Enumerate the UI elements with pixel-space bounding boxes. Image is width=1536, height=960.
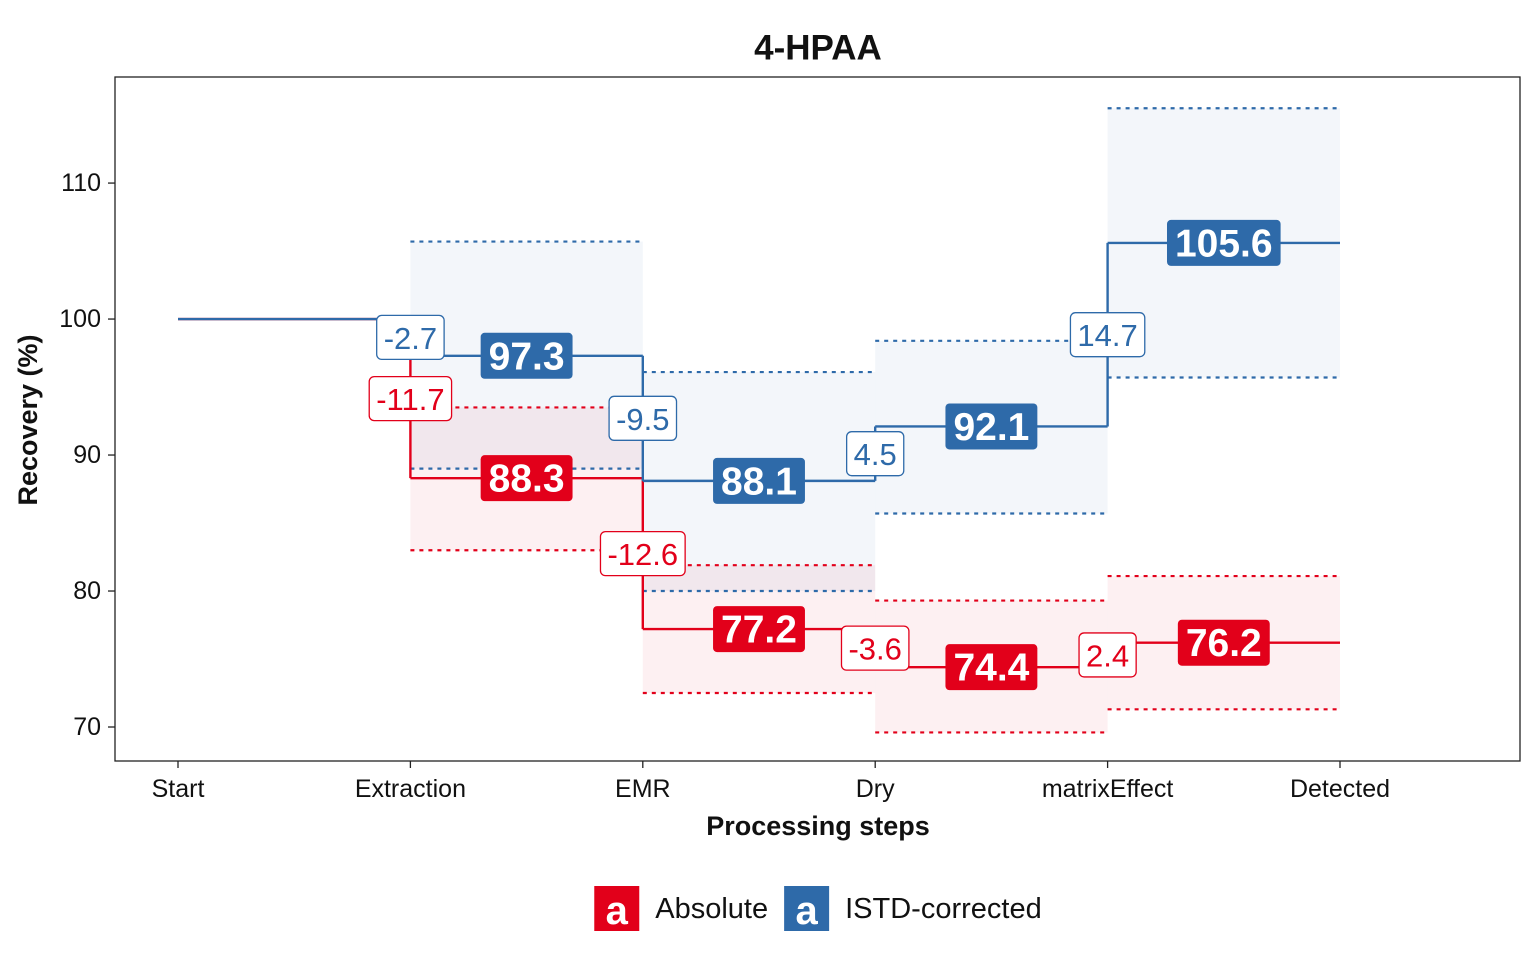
value-label: 74.4 xyxy=(945,644,1038,691)
value-label-text: 77.2 xyxy=(721,609,797,652)
x-tick-label: Detected xyxy=(1290,775,1390,803)
change-label: -9.5 xyxy=(608,395,678,441)
change-label-text: -11.7 xyxy=(376,382,444,417)
legend-key xyxy=(594,886,640,931)
change-label: 2.4 xyxy=(1078,632,1137,678)
change-label-box xyxy=(1078,632,1137,678)
value-label-box xyxy=(945,403,1038,450)
change-label-box xyxy=(608,395,678,441)
change-label-text: -3.6 xyxy=(848,632,901,667)
x-tick-label: EMR xyxy=(615,775,671,803)
legend-key xyxy=(784,886,830,931)
value-label: 105.6 xyxy=(1166,219,1281,266)
y-tick-label: 90 xyxy=(73,441,101,469)
legend-label: ISTD-corrected xyxy=(845,893,1042,925)
value-label-box xyxy=(480,455,573,502)
change-label-text: 14.7 xyxy=(1077,318,1137,353)
value-label-box xyxy=(480,332,573,379)
change-label: -12.6 xyxy=(599,530,686,577)
value-label-box xyxy=(713,606,805,653)
y-axis-title: Recovery (%) xyxy=(13,334,43,505)
legend-label: Absolute xyxy=(655,893,768,925)
value-label: 97.3 xyxy=(480,332,573,379)
x-tick-label: matrixEffect xyxy=(1042,775,1174,803)
value-label-text: 88.3 xyxy=(489,458,565,501)
value-label-text: 105.6 xyxy=(1175,222,1273,265)
change-label-box xyxy=(599,530,686,577)
legend-item: a Absolute xyxy=(594,886,768,933)
plot-panel xyxy=(114,76,1521,762)
legend-item: a ISTD-corrected xyxy=(784,886,1042,933)
value-label: 88.3 xyxy=(480,455,573,502)
legend-key-glyph: a xyxy=(606,889,629,933)
change-label-text: 4.5 xyxy=(854,437,897,472)
value-label-box xyxy=(1166,219,1281,266)
change-label: 14.7 xyxy=(1069,312,1146,358)
legend-key-glyph: a xyxy=(796,889,819,933)
change-label-box xyxy=(845,431,905,477)
x-tick-label: Extraction xyxy=(355,775,466,803)
change-label-text: -9.5 xyxy=(616,402,669,437)
value-label: 88.1 xyxy=(713,457,805,504)
y-tick-label: 110 xyxy=(61,169,101,197)
y-tick-label: 70 xyxy=(73,713,101,741)
change-label-box xyxy=(368,375,453,422)
change-label-box xyxy=(376,314,445,361)
change-label-box xyxy=(1069,312,1146,358)
value-label-text: 76.2 xyxy=(1186,622,1262,665)
change-label: 4.5 xyxy=(845,431,905,477)
chart-title: 4-HPAA xyxy=(754,29,882,68)
x-tick-label: Dry xyxy=(856,775,895,803)
change-label: -3.6 xyxy=(840,625,910,671)
value-label: 77.2 xyxy=(713,606,805,653)
change-label: -2.7 xyxy=(376,314,445,361)
value-label-box xyxy=(713,457,805,504)
labels: 88.3 -11.7 77.2 -12.6 74.4 -3.6 76.2 2.4 97.3 -2.… xyxy=(368,219,1281,691)
change-label-text: 2.4 xyxy=(1086,638,1129,673)
value-label-text: 92.1 xyxy=(953,406,1029,449)
change-label-text: -12.6 xyxy=(607,537,678,572)
value-label: 92.1 xyxy=(945,403,1038,450)
change-label-box xyxy=(840,625,910,671)
value-label-text: 74.4 xyxy=(953,647,1029,690)
legend: a Absolute a ISTD-corrected xyxy=(594,886,1042,933)
value-label-text: 88.1 xyxy=(721,460,797,503)
change-label: -11.7 xyxy=(368,375,453,422)
y-tick-label: 100 xyxy=(59,305,101,333)
value-label-box xyxy=(1177,619,1270,666)
x-axis-title: Processing steps xyxy=(706,811,930,841)
value-label-text: 97.3 xyxy=(489,335,565,378)
change-label-text: -2.7 xyxy=(384,321,437,356)
value-label: 76.2 xyxy=(1177,619,1270,666)
x-tick-label: Start xyxy=(152,775,205,803)
value-label-box xyxy=(945,644,1038,691)
y-tick-label: 80 xyxy=(73,577,101,605)
